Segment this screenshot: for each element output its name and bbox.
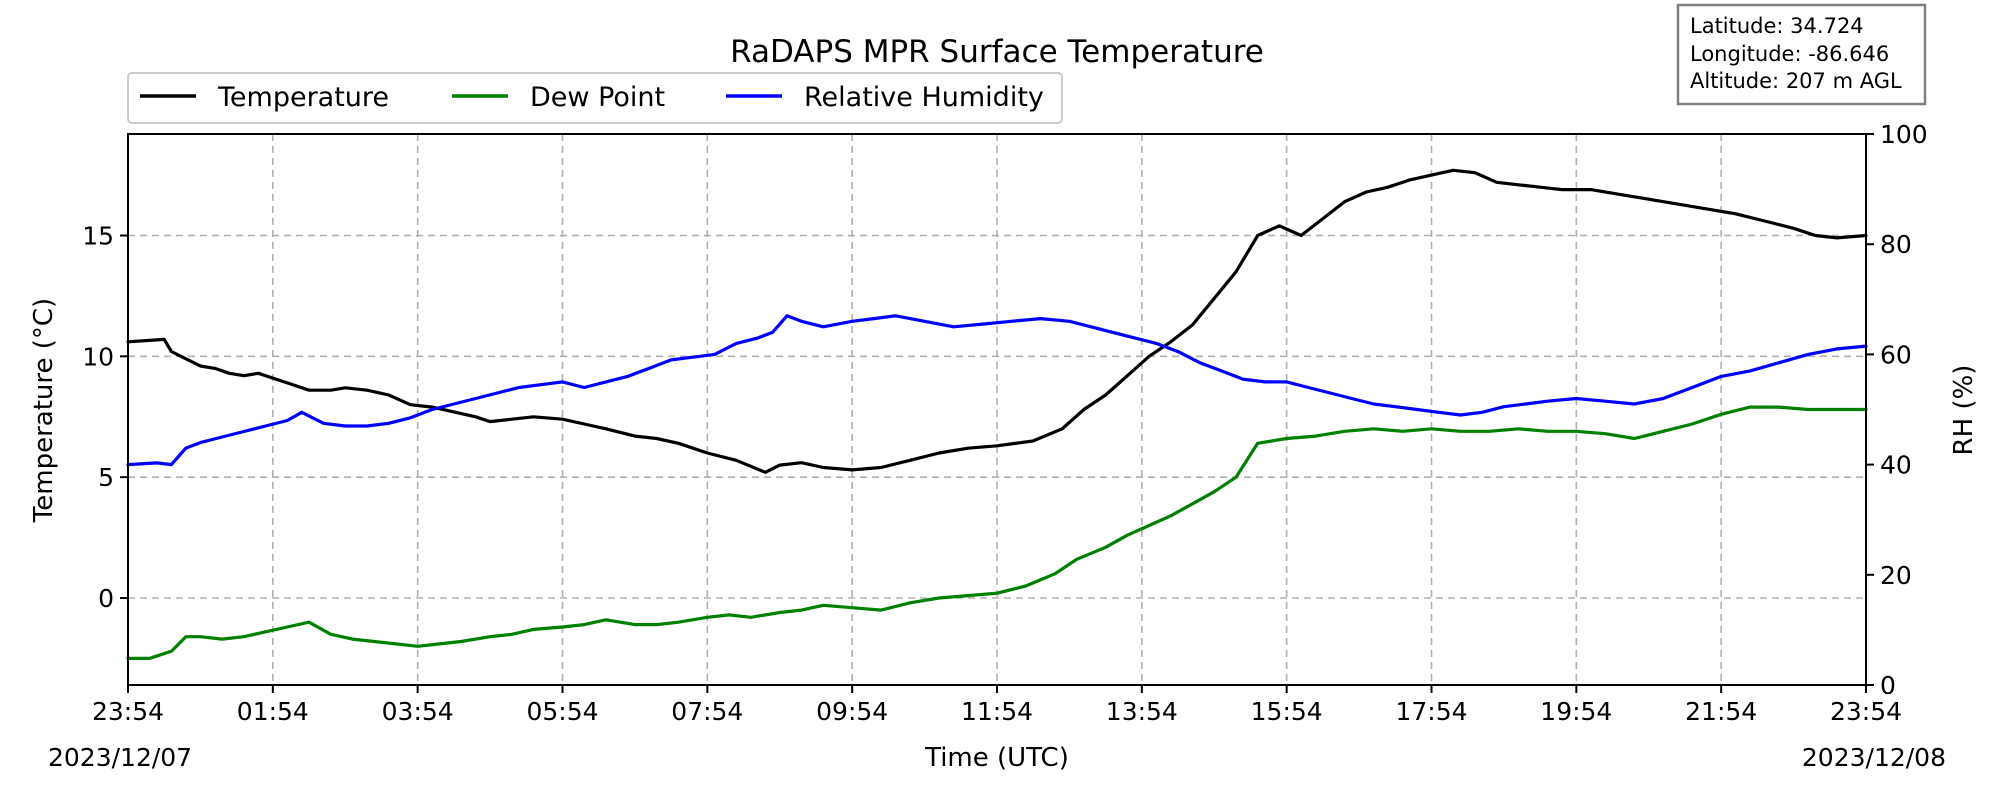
series-line-dew-point <box>126 405 1868 661</box>
date-start-label: 2023/12/07 <box>48 743 192 772</box>
legend-rh-label: Relative Humidity <box>804 82 1044 113</box>
date-end-label: 2023/12/08 <box>1802 743 1946 772</box>
x-tick-label: 23:54 <box>1830 697 1902 726</box>
x-tick-label: 05:54 <box>526 697 598 726</box>
y-axis-left-title: Temperature (°C) <box>29 298 59 523</box>
legend-dewpoint-label: Dew Point <box>530 82 665 113</box>
y-right-tick-label: 100 <box>1880 120 1928 149</box>
y-left-tick-label: 0 <box>98 584 114 613</box>
x-tick-label: 03:54 <box>382 697 454 726</box>
x-tick-label: 21:54 <box>1685 697 1757 726</box>
x-tick-label: 09:54 <box>816 697 888 726</box>
y-left-tick-label: 5 <box>98 463 114 492</box>
y-left-tick-label: 15 <box>82 222 114 251</box>
chart-title: RaDAPS MPR Surface Temperature <box>730 34 1264 70</box>
x-tick-label: 13:54 <box>1106 697 1178 726</box>
x-tick-label: 07:54 <box>671 697 743 726</box>
legend-box <box>127 72 1063 124</box>
y-axis-right: 0 20 40 60 80 100 <box>1866 120 1928 700</box>
series-line-temperature <box>126 168 1868 474</box>
y-axis-left: 0 5 10 15 <box>82 222 128 613</box>
y-left-tick-label: 10 <box>82 342 114 371</box>
station-longitude: Longitude: -86.646 <box>1690 42 1889 66</box>
station-info-box: Latitude: 34.724 Longitude: -86.646 Alti… <box>1676 3 1927 106</box>
x-tick-label: 19:54 <box>1540 697 1612 726</box>
x-tick-label: 17:54 <box>1395 697 1467 726</box>
x-tick-label: 23:54 <box>92 697 164 726</box>
legend: Temperature Dew Point Relative Humidity <box>127 72 1063 124</box>
y-right-tick-label: 80 <box>1880 230 1912 259</box>
station-latitude: Latitude: 34.724 <box>1690 14 1864 38</box>
series-lines <box>126 168 1868 661</box>
y-right-tick-label: 20 <box>1880 561 1912 590</box>
series-line-relative-humidity <box>126 314 1868 467</box>
x-tick-label: 01:54 <box>237 697 309 726</box>
y-right-tick-label: 60 <box>1880 340 1912 369</box>
x-tick-label: 15:54 <box>1251 697 1323 726</box>
station-altitude: Altitude: 207 m AGL <box>1690 69 1902 93</box>
x-axis-title: Time (UTC) <box>924 743 1069 773</box>
x-axis: 23:54 01:54 03:54 05:54 07:54 09:54 11:54 13:54… <box>92 685 1902 726</box>
y-right-tick-label: 40 <box>1880 451 1912 480</box>
grid-lines <box>128 134 1866 685</box>
station-info-frame <box>1676 3 1927 106</box>
x-tick-label: 11:54 <box>961 697 1033 726</box>
y-right-tick-label: 0 <box>1880 671 1896 700</box>
y-axis-right-title: RH (%) <box>1949 365 1979 456</box>
legend-temperature-label: Temperature <box>217 82 389 113</box>
